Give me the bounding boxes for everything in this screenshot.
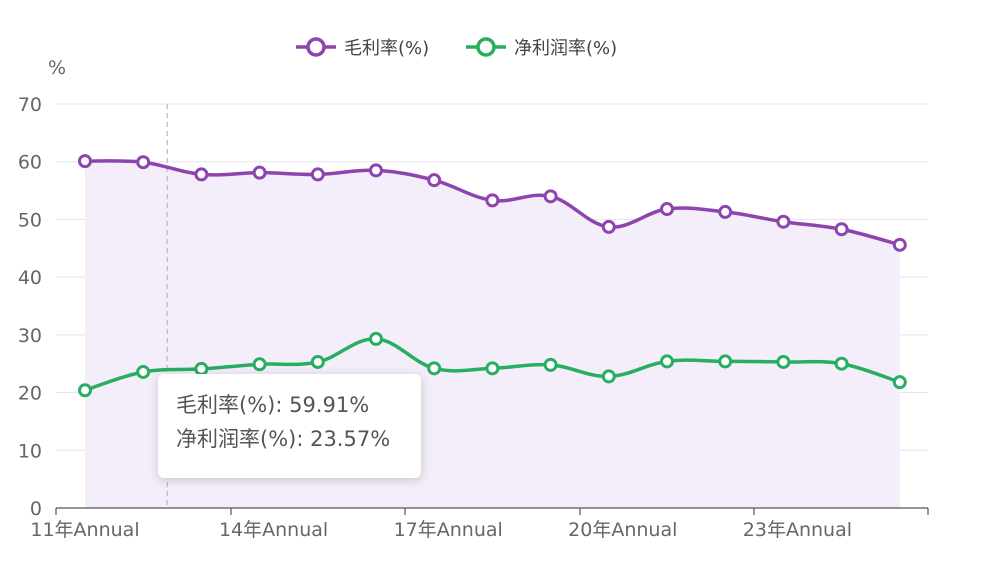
data-point[interactable]: [369, 331, 383, 346]
data-point[interactable]: [78, 383, 92, 398]
x-tick-label: 20年Annual: [568, 519, 677, 541]
y-tick-label: 0: [30, 498, 42, 520]
x-tick-label: 17年Annual: [394, 519, 503, 541]
legend-item[interactable]: 净利润率(%): [466, 37, 617, 59]
x-tick-label: 14年Annual: [219, 519, 328, 541]
y-tick-label: 70: [18, 94, 42, 116]
data-point[interactable]: [369, 163, 383, 178]
data-point[interactable]: [136, 155, 151, 170]
data-point[interactable]: [485, 361, 500, 376]
y-tick-label: 50: [18, 209, 42, 231]
data-point[interactable]: [310, 354, 325, 369]
data-point[interactable]: [194, 361, 209, 376]
data-point[interactable]: [660, 202, 674, 217]
legend-marker: [476, 37, 496, 57]
data-point[interactable]: [718, 354, 733, 369]
data-point[interactable]: [892, 375, 907, 390]
data-point[interactable]: [194, 167, 209, 182]
legend[interactable]: 毛利率(%) 净利润率(%): [296, 37, 617, 59]
data-point[interactable]: [660, 354, 674, 369]
y-tick-label: 40: [18, 267, 42, 289]
data-point[interactable]: [543, 357, 558, 372]
legend-label: 毛利率(%): [344, 38, 429, 59]
data-point[interactable]: [834, 222, 849, 237]
data-point[interactable]: [252, 357, 267, 372]
data-point[interactable]: [427, 173, 442, 188]
y-tick-label: 10: [18, 440, 42, 462]
legend-marker: [306, 37, 326, 57]
data-point[interactable]: [776, 214, 791, 229]
legend-label: 净利润率(%): [514, 38, 617, 59]
y-axis-unit: %: [48, 57, 66, 79]
x-tick-label: 23年Annual: [743, 519, 852, 541]
y-tick-label: 20: [18, 383, 42, 405]
x-tick-label: 11年Annual: [30, 519, 139, 541]
y-tick-label: 30: [18, 325, 42, 347]
data-point[interactable]: [543, 189, 558, 204]
tooltip-gross-margin: 毛利率(%): 59.91%: [176, 393, 370, 417]
data-point[interactable]: [310, 167, 325, 182]
data-point[interactable]: [136, 364, 151, 379]
legend-item[interactable]: 毛利率(%): [296, 37, 429, 59]
tooltip-net-margin: 净利润率(%): 23.57%: [176, 427, 391, 451]
data-point[interactable]: [718, 204, 733, 219]
axes: 0 10 20 30 40 50 60 70% 11年Annual 14年Annual 17年Ann…: [18, 57, 929, 541]
data-point[interactable]: [601, 369, 616, 384]
data-point[interactable]: [252, 165, 267, 180]
data-point[interactable]: [601, 219, 616, 234]
data-point[interactable]: [834, 356, 849, 371]
data-point[interactable]: [485, 193, 500, 208]
series-points[interactable]: [78, 154, 907, 398]
hover-tooltip: 毛利率(%): 59.91% 净利润率(%): 23.57%: [158, 374, 421, 478]
y-tick-label: 60: [18, 152, 42, 174]
data-point[interactable]: [776, 354, 791, 369]
data-point[interactable]: [427, 361, 442, 376]
data-point[interactable]: [892, 237, 907, 252]
data-point[interactable]: [78, 154, 92, 169]
